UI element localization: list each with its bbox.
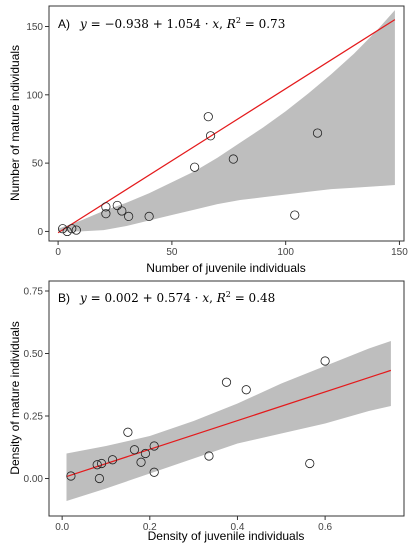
panel-a-y-tick-label: 100 <box>26 90 43 101</box>
panel-b-frame <box>48 280 405 517</box>
panel-b-data-point <box>241 385 251 395</box>
panel-b-equation: y = 0.002 + 0.574 · x, R2 = 0.48 <box>79 290 275 305</box>
panel-a-x-tick-label: 100 <box>277 247 294 258</box>
panel-a-y-tick-label: 0 <box>37 227 43 238</box>
panel-b-x-tick-label: 0.6 <box>318 522 332 533</box>
panel-a-y-tick-label: 50 <box>32 159 44 170</box>
panel-b-y-tick-label: 0.25 <box>24 412 44 423</box>
panel-b-data-point <box>320 356 330 366</box>
panel-a-data-point <box>228 154 238 164</box>
panel-b-data-point <box>123 427 133 437</box>
panel-b-data-point <box>204 451 214 461</box>
panel-b-data-point <box>136 457 146 467</box>
panel-a-data-point <box>71 225 81 235</box>
panel-b: 0.0 0.2 0.4 0.6 0.00 0.25 0.50 0.75 B) y = 0.00… <box>8 280 405 543</box>
panel-a-data-point <box>203 112 213 122</box>
panel-a-data-point <box>101 209 111 219</box>
panel-b-y-tick-label: 0.75 <box>24 287 44 298</box>
panel-b-x-tick-label: 0.0 <box>55 522 69 533</box>
panel-a-data-point <box>117 206 127 216</box>
panel-a-x-axis-title: Number of juvenile individuals <box>146 261 305 275</box>
panel-a-data-point <box>290 210 300 220</box>
panel-b-data-point <box>305 458 315 469</box>
panel-a-data-point <box>124 211 134 222</box>
panel-b-data-point <box>149 467 159 477</box>
panel-b-label: B) <box>58 291 70 305</box>
panel-b-data-point <box>140 448 151 459</box>
panel-b-confidence-band <box>66 341 391 501</box>
panel-a-data-point <box>312 128 323 138</box>
panel-b-x-tick-label: 0.2 <box>143 522 157 533</box>
panel-b-x-axis-title: Density of juvenile individuals <box>148 529 305 543</box>
panel-a: 0 50 100 150 0 50 100 150 A) y = −0.938 + 1.054… <box>8 5 408 275</box>
panel-a-data-point <box>67 224 77 234</box>
panel-b-y-axis-title: Density of mature individuals <box>8 321 22 474</box>
panel-a-y-tick-label: 150 <box>26 22 43 33</box>
panel-b-data-point <box>149 441 159 451</box>
panel-a-x-tick-label: 0 <box>55 247 61 258</box>
panel-b-x-tick-label: 0.4 <box>231 522 245 533</box>
panel-a-confidence-band <box>58 10 395 232</box>
panel-a-equation: y = −0.938 + 1.054 · x, R2 = 0.73 <box>79 16 285 31</box>
panel-a-y-axis-title: Number of mature individuals <box>8 45 22 201</box>
panel-a-label: A) <box>58 17 70 31</box>
panel-a-regression-line <box>57 19 396 234</box>
panel-a-x-tick-label: 150 <box>391 247 408 258</box>
panel-a-data-point <box>58 224 68 234</box>
panel-a-data-point <box>205 131 216 141</box>
panel-a-data-point <box>112 200 122 211</box>
panel-a-data-point <box>144 211 154 222</box>
panel-b-data-point <box>129 445 140 455</box>
panel-a-data-point <box>101 202 111 212</box>
panel-b-data-point <box>96 458 107 469</box>
panel-b-data-point <box>92 460 102 470</box>
panel-a-x-tick-label: 50 <box>166 247 178 258</box>
panel-a-frame <box>48 5 405 242</box>
panel-b-data-point <box>107 455 118 465</box>
panel-b-data-point <box>221 377 232 387</box>
panel-b-y-tick-label: 0.00 <box>24 474 44 485</box>
panel-b-y-tick-label: 0.50 <box>24 349 44 360</box>
panel-b-data-point <box>94 473 105 484</box>
panel-a-data-point <box>62 226 72 237</box>
panel-b-regression-line <box>66 369 392 478</box>
panel-b-data-point <box>66 471 76 481</box>
panel-a-data-point <box>190 162 200 172</box>
